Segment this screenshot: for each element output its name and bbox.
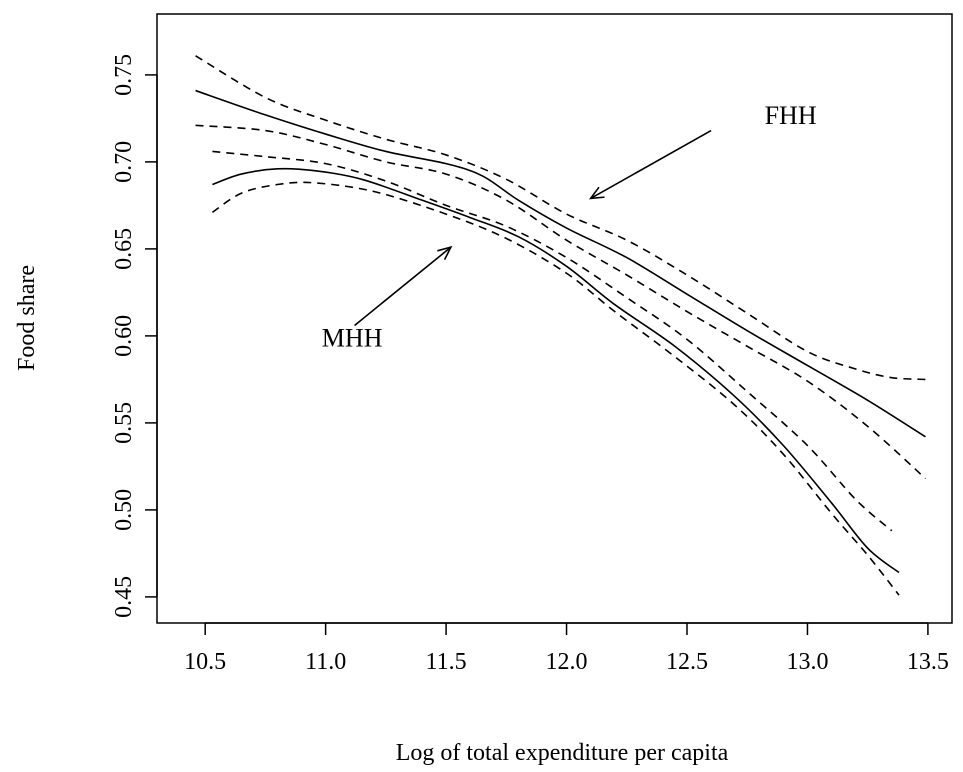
mhh-band-line-4: [212, 150, 893, 532]
y-tick-label: 0.70: [111, 141, 137, 183]
y-tick-label: 0.65: [111, 228, 137, 270]
x-tick-label: 10.5: [184, 649, 226, 675]
y-tick-label: 0.50: [111, 489, 137, 531]
x-tick-label: 11.5: [426, 649, 467, 675]
curves: [195, 55, 927, 596]
x-axis-title: Log of total expenditure per capita: [396, 740, 729, 766]
fhh-band-line-2: [195, 124, 927, 480]
mhh-arrow-head: [437, 245, 453, 261]
fhh-label: FHH: [765, 101, 817, 130]
mhh-arrow: [354, 246, 452, 327]
annotations: FHH MHH: [322, 101, 817, 353]
y-axis: 0.45 0.50 0.55 0.60 0.65 0.70 0.75: [111, 54, 158, 618]
x-tick-label: 12.0: [546, 649, 588, 675]
fhh-arrow: [590, 129, 712, 200]
mhh-label: MHH: [322, 324, 383, 353]
x-axis: 10.5 11.0 11.5 12.0 12.5 13.0 13.5: [184, 622, 949, 675]
fhh-arrow-head: [588, 186, 605, 200]
x-tick-label: 11.0: [305, 649, 346, 675]
fhh-band-line-1: [195, 55, 926, 381]
plot-frame: [156, 13, 953, 624]
y-axis-title: Food share: [14, 265, 40, 371]
y-tick-label: 0.60: [111, 315, 137, 357]
x-tick-label: 12.5: [666, 649, 708, 675]
y-tick-label: 0.55: [111, 402, 137, 444]
y-tick-label: 0.75: [111, 54, 137, 96]
mhh-band-line-5: [211, 181, 900, 596]
fhh-fit-line-0: [195, 89, 926, 438]
x-tick-label: 13.5: [907, 649, 949, 675]
mhh-fit-line-3: [212, 167, 900, 574]
y-tick-label: 0.45: [111, 576, 137, 618]
x-tick-label: 13.0: [786, 649, 828, 675]
